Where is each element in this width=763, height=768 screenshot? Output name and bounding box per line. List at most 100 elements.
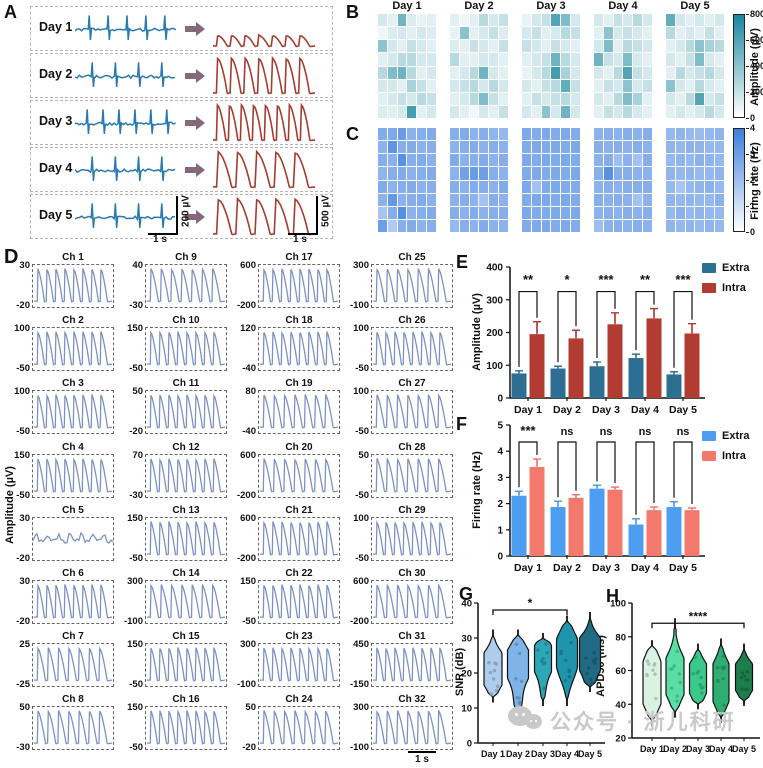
heatmap-cell [387,27,397,40]
heatmap-day-3 [522,14,580,118]
channel-box [371,580,453,624]
heatmap-cell [695,14,705,27]
channel-trace [147,267,226,303]
panel-label-e: E [456,252,469,272]
channel-ymax: 120 [240,323,256,335]
svg-text:40: 40 [615,700,626,711]
intracellular-trace [213,56,316,95]
channel-box [258,580,340,624]
channel-title: Ch 28 [398,441,426,453]
heatmap-cell [715,206,724,219]
heatmap-cell [378,27,387,40]
heatmap-cell [675,66,685,79]
heatmap-cell [407,128,417,141]
heatmap-cell [571,40,580,53]
channel-trace [373,330,452,366]
heatmap-cell [561,128,571,141]
heatmap-cell [666,154,675,167]
heatmap-cell [594,27,603,40]
heatmap-cell [378,206,387,219]
heatmap-cell [450,105,459,118]
heatmap-cell [613,206,623,219]
colorbar-tick-mark [746,65,749,67]
channel-box [32,390,114,435]
channel-ymin: -50 [129,552,143,564]
channel-trace [34,393,113,430]
channel-box [145,327,227,372]
heatmap-cell [551,193,561,206]
heatmap-cell [522,105,531,118]
channel-trace [147,647,226,682]
channel-ymax: 50 [245,702,256,714]
heatmap-cell [397,206,407,219]
heatmap-cell [666,141,675,154]
heatmap-cell [633,27,643,40]
heatmap-cell [675,53,685,66]
heatmap-cell [551,180,561,193]
heatmap-cell [489,167,499,180]
colorbar-tick-label: 4 [750,123,756,133]
channel-trace [260,267,339,303]
heatmap-cell [407,193,417,206]
heatmap-cell [469,128,479,141]
heatmap-cell [705,53,715,66]
heatmap-cell [675,141,685,154]
arrow-icon [185,116,205,130]
heatmap-cell [715,193,724,206]
channel-ymin: -50 [355,363,369,375]
svg-text:*: * [528,596,533,610]
heatmap-cell [685,14,695,27]
svg-text:**: ** [523,272,534,287]
channel-ymax: 50 [19,702,30,714]
heatmap-cell [695,66,705,79]
channel-box [145,516,227,561]
heatmap-cell [479,141,489,154]
channel-trace [34,457,113,493]
heatmap-cell [705,180,715,193]
channel-title: Ch 20 [285,441,313,453]
heatmap-cell [623,154,633,167]
heatmap-cell [469,92,479,105]
heatmap-cell [489,180,499,193]
colorbar-tick-mark [746,117,749,119]
panel-a-row-day-3: Day 3 [30,100,333,145]
heatmap-cell [633,105,643,118]
heatmap-cell [715,53,724,66]
channel-ymax: 50 [132,386,143,398]
heatmap-day-title: Day 3 [536,0,566,12]
svg-text:1: 1 [497,525,503,536]
heatmap-cell [450,27,459,40]
colorbar-tick-mark [746,153,749,155]
colorbar-tick-label: 0 [750,113,756,123]
heatmap-cell [378,180,387,193]
heatmap-cell [479,92,489,105]
intracellular-trace [213,150,316,189]
legend-e-intra: Intra [702,282,746,294]
legend-swatch-extra [702,263,716,273]
heatmap-cell [623,206,633,219]
heatmap-cell [378,53,387,66]
channel-trace [260,520,339,556]
heatmap-cell [450,53,459,66]
heatmap-cell [613,92,623,105]
svg-text:***: *** [598,272,614,287]
heatmap-cell [685,141,695,154]
heatmap-cell [603,40,613,53]
heatmap-cell [459,206,469,219]
heatmap-cell [499,79,508,92]
channel-trace [260,646,339,682]
svg-text:Day 1: Day 1 [481,749,505,759]
heatmap-cell [522,40,531,53]
heatmap-cell [633,66,643,79]
heatmap-cell [571,66,580,79]
heatmap-cell [522,154,531,167]
heatmap-cell [715,40,724,53]
colorbar-tick-label: 200 [750,87,763,97]
heatmap-cell [541,128,551,141]
heatmap-cell [417,79,427,92]
heatmap-cell [479,66,489,79]
heatmap-cell [705,167,715,180]
heatmap-cell [387,141,397,154]
channel-ymin: -25 [16,679,30,691]
